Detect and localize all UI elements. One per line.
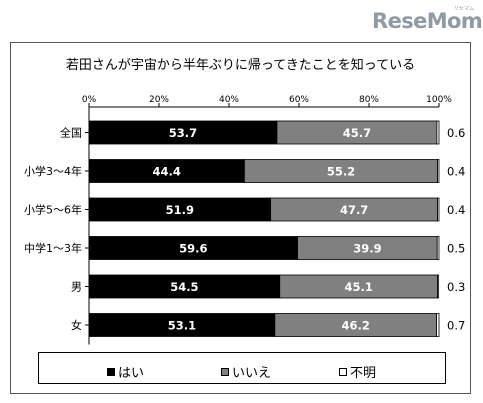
data-label: 0.3 (447, 280, 465, 294)
data-label: 53.1 (168, 319, 196, 333)
bar-segment (436, 313, 440, 337)
legend-item-unknown: 不明 (339, 362, 376, 381)
legend-swatch-unknown (339, 367, 347, 376)
x-tick-label: 100% (426, 95, 452, 105)
data-label: 53.7 (169, 126, 197, 140)
chart-frame (10, 42, 471, 394)
x-tick-label: 60% (289, 95, 309, 105)
brand-logo-sub: リセマム (454, 6, 475, 12)
bar-segment (436, 236, 440, 260)
legend-swatch-no (221, 367, 229, 376)
legend-item-no: いいえ (221, 362, 271, 381)
category-label: 小学3～4年 (24, 164, 82, 178)
data-label: 51.9 (166, 203, 194, 217)
category-label: 男 (71, 281, 82, 294)
category-label: 女 (71, 318, 82, 332)
legend-item-yes: はい (107, 362, 144, 381)
data-label: 0.5 (447, 242, 465, 256)
data-label: 0.7 (447, 319, 465, 333)
data-label: 39.9 (353, 242, 381, 256)
chart-legend: はい いいえ 不明 (38, 352, 446, 384)
data-label: 47.7 (340, 203, 368, 217)
x-tick-label: 80% (359, 95, 379, 105)
data-label: 59.6 (179, 242, 207, 256)
brand-logo: ReseMom (372, 9, 483, 33)
legend-label-unknown: 不明 (350, 366, 377, 381)
x-tick-label: 0% (82, 95, 97, 105)
data-label: 45.1 (344, 280, 372, 294)
bar-segment (436, 120, 440, 145)
bar-segment (437, 159, 440, 183)
x-tick-label: 20% (149, 95, 169, 105)
legend-label-yes: はい (118, 366, 145, 381)
category-label: 全国 (60, 126, 82, 140)
data-label: 44.4 (153, 165, 181, 179)
data-label: 0.4 (447, 165, 465, 179)
chart-title: 若田さんが宇宙から半年ぶりに帰ってきたことを知っている (65, 58, 416, 73)
data-label: 0.6 (447, 126, 465, 140)
legend-label-no: いいえ (232, 366, 272, 381)
data-label: 46.2 (342, 319, 370, 333)
category-label: 小学5～6年 (24, 203, 82, 217)
data-label: 55.2 (327, 165, 355, 179)
x-tick-label: 40% (219, 95, 239, 105)
bar-segment (437, 197, 440, 222)
bar-segment (437, 274, 440, 299)
data-label: 0.4 (447, 203, 465, 217)
data-label: 54.5 (170, 280, 198, 294)
legend-swatch-yes (107, 367, 115, 376)
category-label: 中学1～3年 (24, 241, 82, 255)
data-label: 45.7 (343, 126, 371, 140)
